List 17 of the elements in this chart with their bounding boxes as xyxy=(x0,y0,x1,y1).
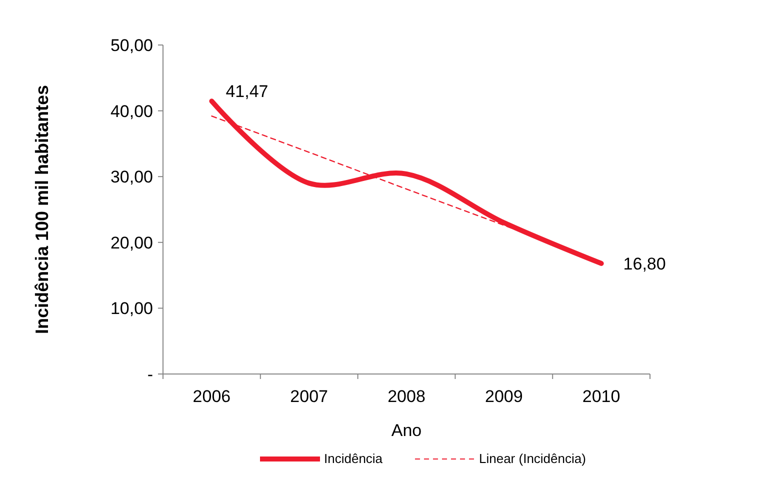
y-tick-label: 20,00 xyxy=(110,233,153,252)
data-label: 16,80 xyxy=(623,254,666,274)
x-tick-label: 2009 xyxy=(484,387,523,406)
x-tick-label: 2008 xyxy=(388,387,426,406)
x-tick-label: 2007 xyxy=(290,387,328,406)
legend-label: Linear (Incidência) xyxy=(479,451,586,466)
y-tick-label: 30,00 xyxy=(110,168,153,187)
y-tick-label: 50,00 xyxy=(110,36,153,55)
y-axis-title: Incidência 100 mil habitantes xyxy=(32,84,52,334)
x-tick-label: 2010 xyxy=(582,387,620,406)
y-tick-label: - xyxy=(147,364,153,384)
data-label: 41,47 xyxy=(226,82,268,102)
y-tick-label: 10,00 xyxy=(110,299,153,318)
y-tick-label: 40,00 xyxy=(110,102,153,121)
x-tick-label: 2006 xyxy=(192,387,231,406)
legend-label: Incidência xyxy=(324,451,384,466)
x-axis-title: Ano xyxy=(391,421,422,440)
